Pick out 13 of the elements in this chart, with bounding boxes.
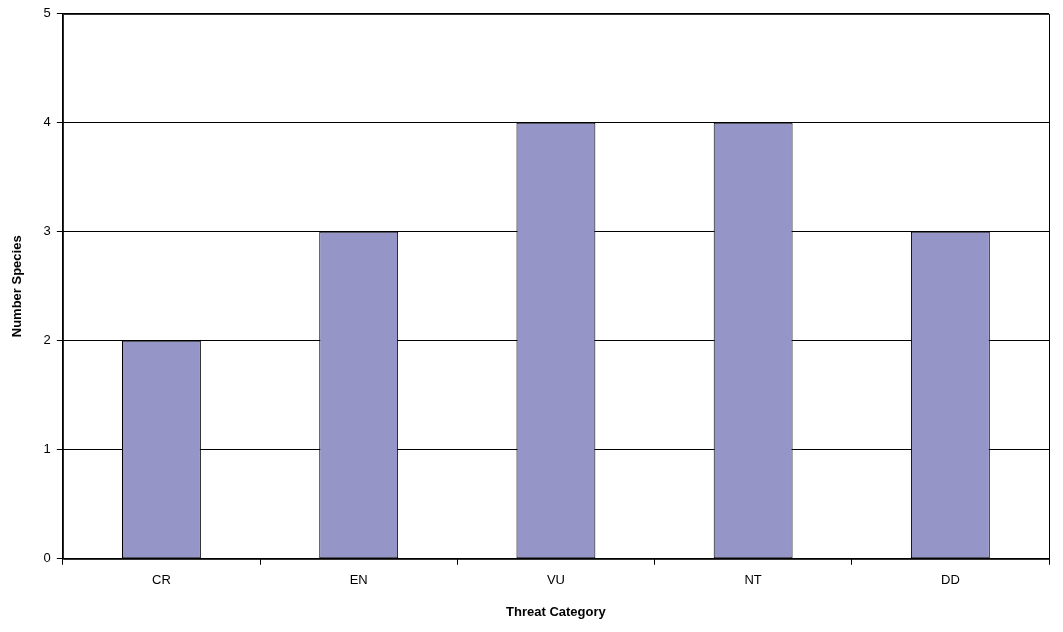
x-axis-title: Threat Category (506, 603, 607, 619)
x-tick-label: DD (940, 572, 960, 588)
y-tick-label: 5 (43, 5, 51, 21)
y-tick-label: 0 (43, 550, 51, 566)
x-tick-label: EN (349, 572, 368, 588)
y-tick-label: 1 (43, 441, 51, 457)
x-tick-label: VU (546, 572, 565, 588)
y-axis-title: Number Species (9, 235, 25, 338)
x-tick-label: NT (744, 572, 762, 588)
x-tick-label: CR (152, 572, 171, 588)
y-tick-label: 3 (43, 223, 51, 239)
y-tick-label: 2 (43, 332, 51, 348)
y-tick-label: 4 (43, 114, 51, 130)
